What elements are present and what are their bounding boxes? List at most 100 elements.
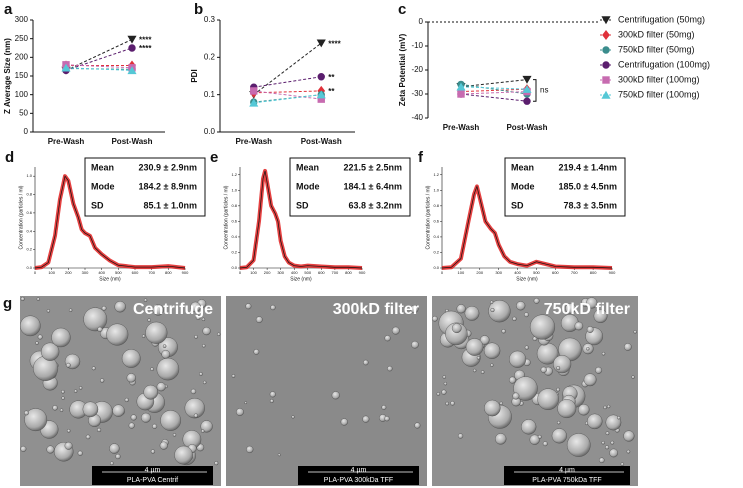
particle [362, 415, 370, 423]
y-tick-label: 0.2 [204, 52, 216, 61]
size-distribution [34, 175, 186, 269]
micrograph-title: Centrifuge [133, 301, 213, 318]
stats-label: Mode [91, 181, 115, 191]
particle [542, 441, 548, 447]
particle [20, 296, 25, 301]
y-tick-label: -10 [411, 41, 423, 50]
particle [583, 373, 597, 387]
x-tick-label: Pre-Wash [235, 137, 272, 146]
particle [414, 422, 421, 429]
particle [521, 419, 537, 435]
size-distribution [239, 170, 363, 269]
particle [631, 375, 635, 379]
y-tick-label: -20 [411, 65, 423, 74]
bracket [533, 79, 537, 102]
particle [479, 335, 490, 345]
x-tick-label: 0 [34, 270, 37, 275]
stats-value: 185.0 ± 4.5nm [559, 181, 617, 191]
particle [152, 423, 158, 429]
particle [83, 307, 108, 332]
stats-value: 184.1 ± 6.4nm [344, 181, 402, 191]
particle [529, 314, 556, 340]
particle [556, 387, 560, 392]
particle [529, 434, 540, 445]
particle [37, 334, 43, 340]
particle [537, 434, 542, 439]
y-tick-label: 0.6 [433, 218, 439, 223]
particle [91, 366, 96, 371]
scale-bar-box [504, 466, 630, 485]
particle [464, 305, 480, 321]
particle [195, 315, 201, 320]
particle [51, 327, 71, 348]
micrograph-caption: PLA-PVA Centrif [127, 477, 178, 484]
particle [202, 326, 211, 336]
particle [150, 367, 154, 372]
particle [52, 405, 58, 411]
particle [457, 433, 464, 439]
particle [36, 297, 41, 301]
y-tick-label: 0.4 [26, 228, 32, 233]
stats-label: Mode [296, 181, 320, 191]
y-tick-label: 0.8 [433, 203, 439, 208]
particle [587, 413, 603, 430]
marker [127, 66, 137, 75]
particle [201, 317, 206, 322]
series-line [253, 76, 322, 88]
particle [77, 450, 83, 456]
particle [253, 348, 260, 355]
particle [78, 386, 83, 390]
panel-label: c [398, 1, 406, 18]
y-axis-label: Concentration (particles / ml) [223, 185, 229, 249]
series-line [460, 88, 528, 93]
x-tick-label: 500 [115, 270, 122, 275]
particle [150, 449, 156, 454]
particle [483, 342, 501, 359]
x-tick-label: 100 [458, 270, 465, 275]
particle [82, 401, 99, 418]
y-tick-label: 0.0 [26, 265, 32, 270]
particle [623, 430, 635, 442]
particle [450, 400, 455, 406]
marker [317, 73, 325, 81]
y-tick-label: 0.3 [204, 15, 216, 24]
scale-bar-box [92, 466, 213, 485]
particle [190, 301, 201, 313]
particle [598, 457, 605, 464]
panel-label: b [194, 1, 203, 18]
legend-label: 750kD filter (50mg) [618, 44, 695, 54]
x-tick-label: 100 [250, 270, 257, 275]
y-axis-label: PDI [190, 69, 199, 82]
particle [508, 376, 516, 384]
stats-value: 63.8 ± 3.2nm [349, 200, 402, 210]
x-axis-label: Size (nm) [290, 276, 312, 282]
particle [174, 445, 193, 465]
particle [46, 309, 51, 313]
panel-label: e [210, 149, 218, 166]
y-tick-label: 0.2 [231, 250, 237, 255]
x-tick-label: 700 [571, 270, 578, 275]
legend-label: Centrifugation (100mg) [618, 59, 710, 69]
particle [331, 391, 340, 400]
particle [476, 356, 481, 360]
particle [472, 368, 477, 373]
particle [551, 428, 567, 444]
particle [112, 404, 125, 417]
y-tick-label: 0.8 [26, 192, 32, 197]
y-axis-label: Zeta Potential (mV) [398, 33, 407, 106]
x-tick-label: 900 [182, 270, 189, 275]
particle [41, 342, 60, 361]
marker [128, 44, 136, 52]
particle [20, 315, 41, 337]
particle [270, 304, 276, 311]
particle [291, 415, 295, 419]
x-axis-label: Size (nm) [99, 276, 121, 282]
particle [490, 307, 495, 313]
particle [443, 381, 448, 386]
particle [172, 433, 177, 437]
y-tick-label: 1.2 [433, 172, 439, 177]
particle [512, 392, 520, 400]
particle [436, 392, 441, 396]
particle [184, 398, 205, 419]
